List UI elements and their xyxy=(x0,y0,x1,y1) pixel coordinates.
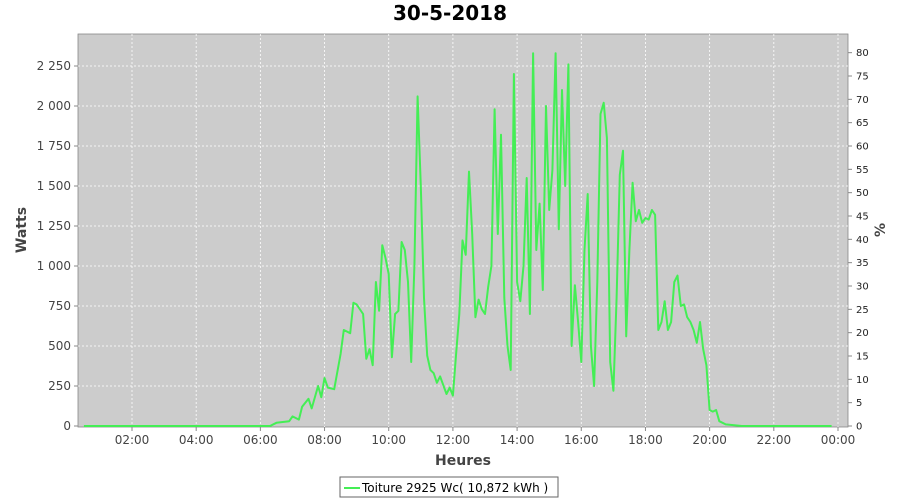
x-tick-label: 00:00 xyxy=(821,433,856,447)
y2-tick-label: 20 xyxy=(856,328,869,339)
chart-title: 30-5-2018 xyxy=(393,1,507,25)
y2-tick-label: 80 xyxy=(856,48,869,59)
y-tick-label: 1 500 xyxy=(37,179,71,193)
x-axis-label: Heures xyxy=(435,453,491,469)
y2-tick-label: 55 xyxy=(856,165,869,176)
series-line-toiture xyxy=(83,52,832,427)
y2-tick-label: 40 xyxy=(856,235,869,246)
y2-tick-label: 30 xyxy=(856,282,869,293)
y2-tick-label: 65 xyxy=(856,118,869,129)
y-tick-label: 750 xyxy=(48,299,71,313)
x-tick-label: 10:00 xyxy=(371,433,406,447)
y-tick-label: 0 xyxy=(63,419,71,433)
y2-tick-label: 60 xyxy=(856,142,869,153)
y2-tick-label: 50 xyxy=(856,188,869,199)
plot-area xyxy=(77,33,849,428)
y-tick-label: 2 250 xyxy=(37,59,71,73)
legend: Toiture 2925 Wc( 10,872 kWh ) xyxy=(339,476,559,498)
y2-tick-label: 5 xyxy=(856,398,862,409)
x-tick-label: 22:00 xyxy=(757,433,792,447)
y2-axis-ticks: 0 5 10 15 20 25 30 35 40 45 50 55 60 65 70 75 80 xyxy=(848,48,869,433)
legend-label: Toiture 2925 Wc( 10,872 kWh ) xyxy=(361,481,548,495)
x-tick-label: 18:00 xyxy=(628,433,663,447)
y-tick-label: 1 250 xyxy=(37,219,71,233)
x-tick-label: 02:00 xyxy=(115,433,150,447)
y-tick-label: 250 xyxy=(48,379,71,393)
x-axis-ticks: 02:00 04:00 06:00 08:00 10:00 12:00 14:00 16:00… xyxy=(115,427,856,447)
x-tick-label: 04:00 xyxy=(179,433,214,447)
y-axis-ticks: 0 250 500 750 1 000 1 250 1 500 1 750 2 000 2 250 xyxy=(37,59,78,433)
y2-tick-label: 25 xyxy=(856,305,869,316)
y-tick-label: 2 000 xyxy=(37,99,71,113)
x-tick-label: 16:00 xyxy=(564,433,599,447)
y2-tick-label: 45 xyxy=(856,212,869,223)
x-tick-label: 14:00 xyxy=(500,433,535,447)
y2-tick-label: 10 xyxy=(856,375,869,386)
y2-tick-label: 15 xyxy=(856,352,869,363)
y-tick-label: 1 750 xyxy=(37,139,71,153)
x-tick-label: 06:00 xyxy=(243,433,278,447)
y2-tick-label: 0 xyxy=(856,422,862,433)
y-axis-label: Watts xyxy=(14,207,30,253)
y-tick-label: 1 000 xyxy=(37,259,71,273)
legend-box xyxy=(339,476,559,498)
y2-tick-label: 75 xyxy=(856,72,869,83)
y2-tick-label: 70 xyxy=(856,95,869,106)
x-tick-label: 08:00 xyxy=(307,433,342,447)
x-tick-label: 12:00 xyxy=(436,433,471,447)
y-tick-label: 500 xyxy=(48,339,71,353)
y2-tick-label: 35 xyxy=(856,258,869,269)
x-tick-label: 20:00 xyxy=(692,433,727,447)
y2-axis-label: % xyxy=(873,223,889,237)
